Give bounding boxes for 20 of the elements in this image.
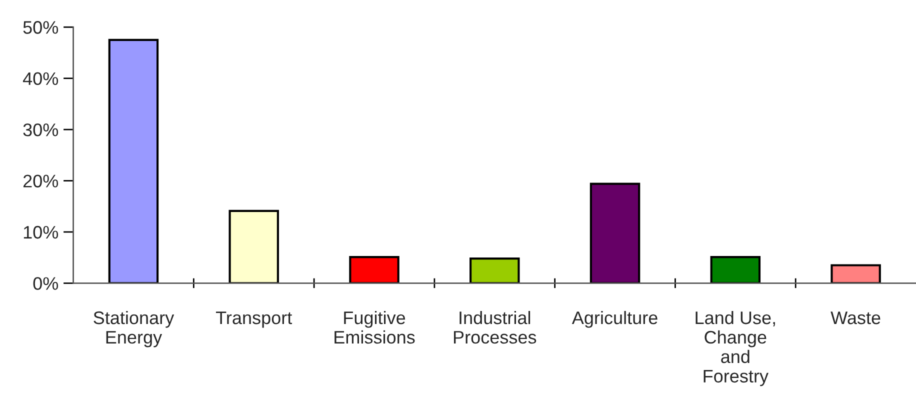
y-tick-label: 20% (23, 174, 58, 188)
bar (470, 258, 520, 284)
x-tick-label: Agriculture (572, 310, 658, 328)
y-tick-label: 10% (24, 226, 58, 239)
bar (108, 38, 159, 284)
y-tick-label: 30% (23, 123, 58, 136)
x-tick-label: Land Use, Change and Forestry (696, 310, 775, 386)
x-tick-label: Stationary Energy (94, 310, 174, 348)
bar (830, 264, 881, 284)
y-tick-label: 40% (22, 72, 58, 86)
y-tick-label: 0% (33, 277, 58, 290)
bar (590, 182, 640, 284)
y-tick-label: 50% (23, 21, 58, 34)
bar (228, 210, 279, 284)
x-tick-label: Waste (830, 312, 880, 324)
x-tick-label: Fugitive Emissions (334, 310, 415, 344)
bar (349, 256, 400, 284)
x-tick-label: Transport (216, 312, 292, 328)
bar (710, 256, 761, 284)
x-tick-label: Industrial Processes (454, 310, 536, 344)
